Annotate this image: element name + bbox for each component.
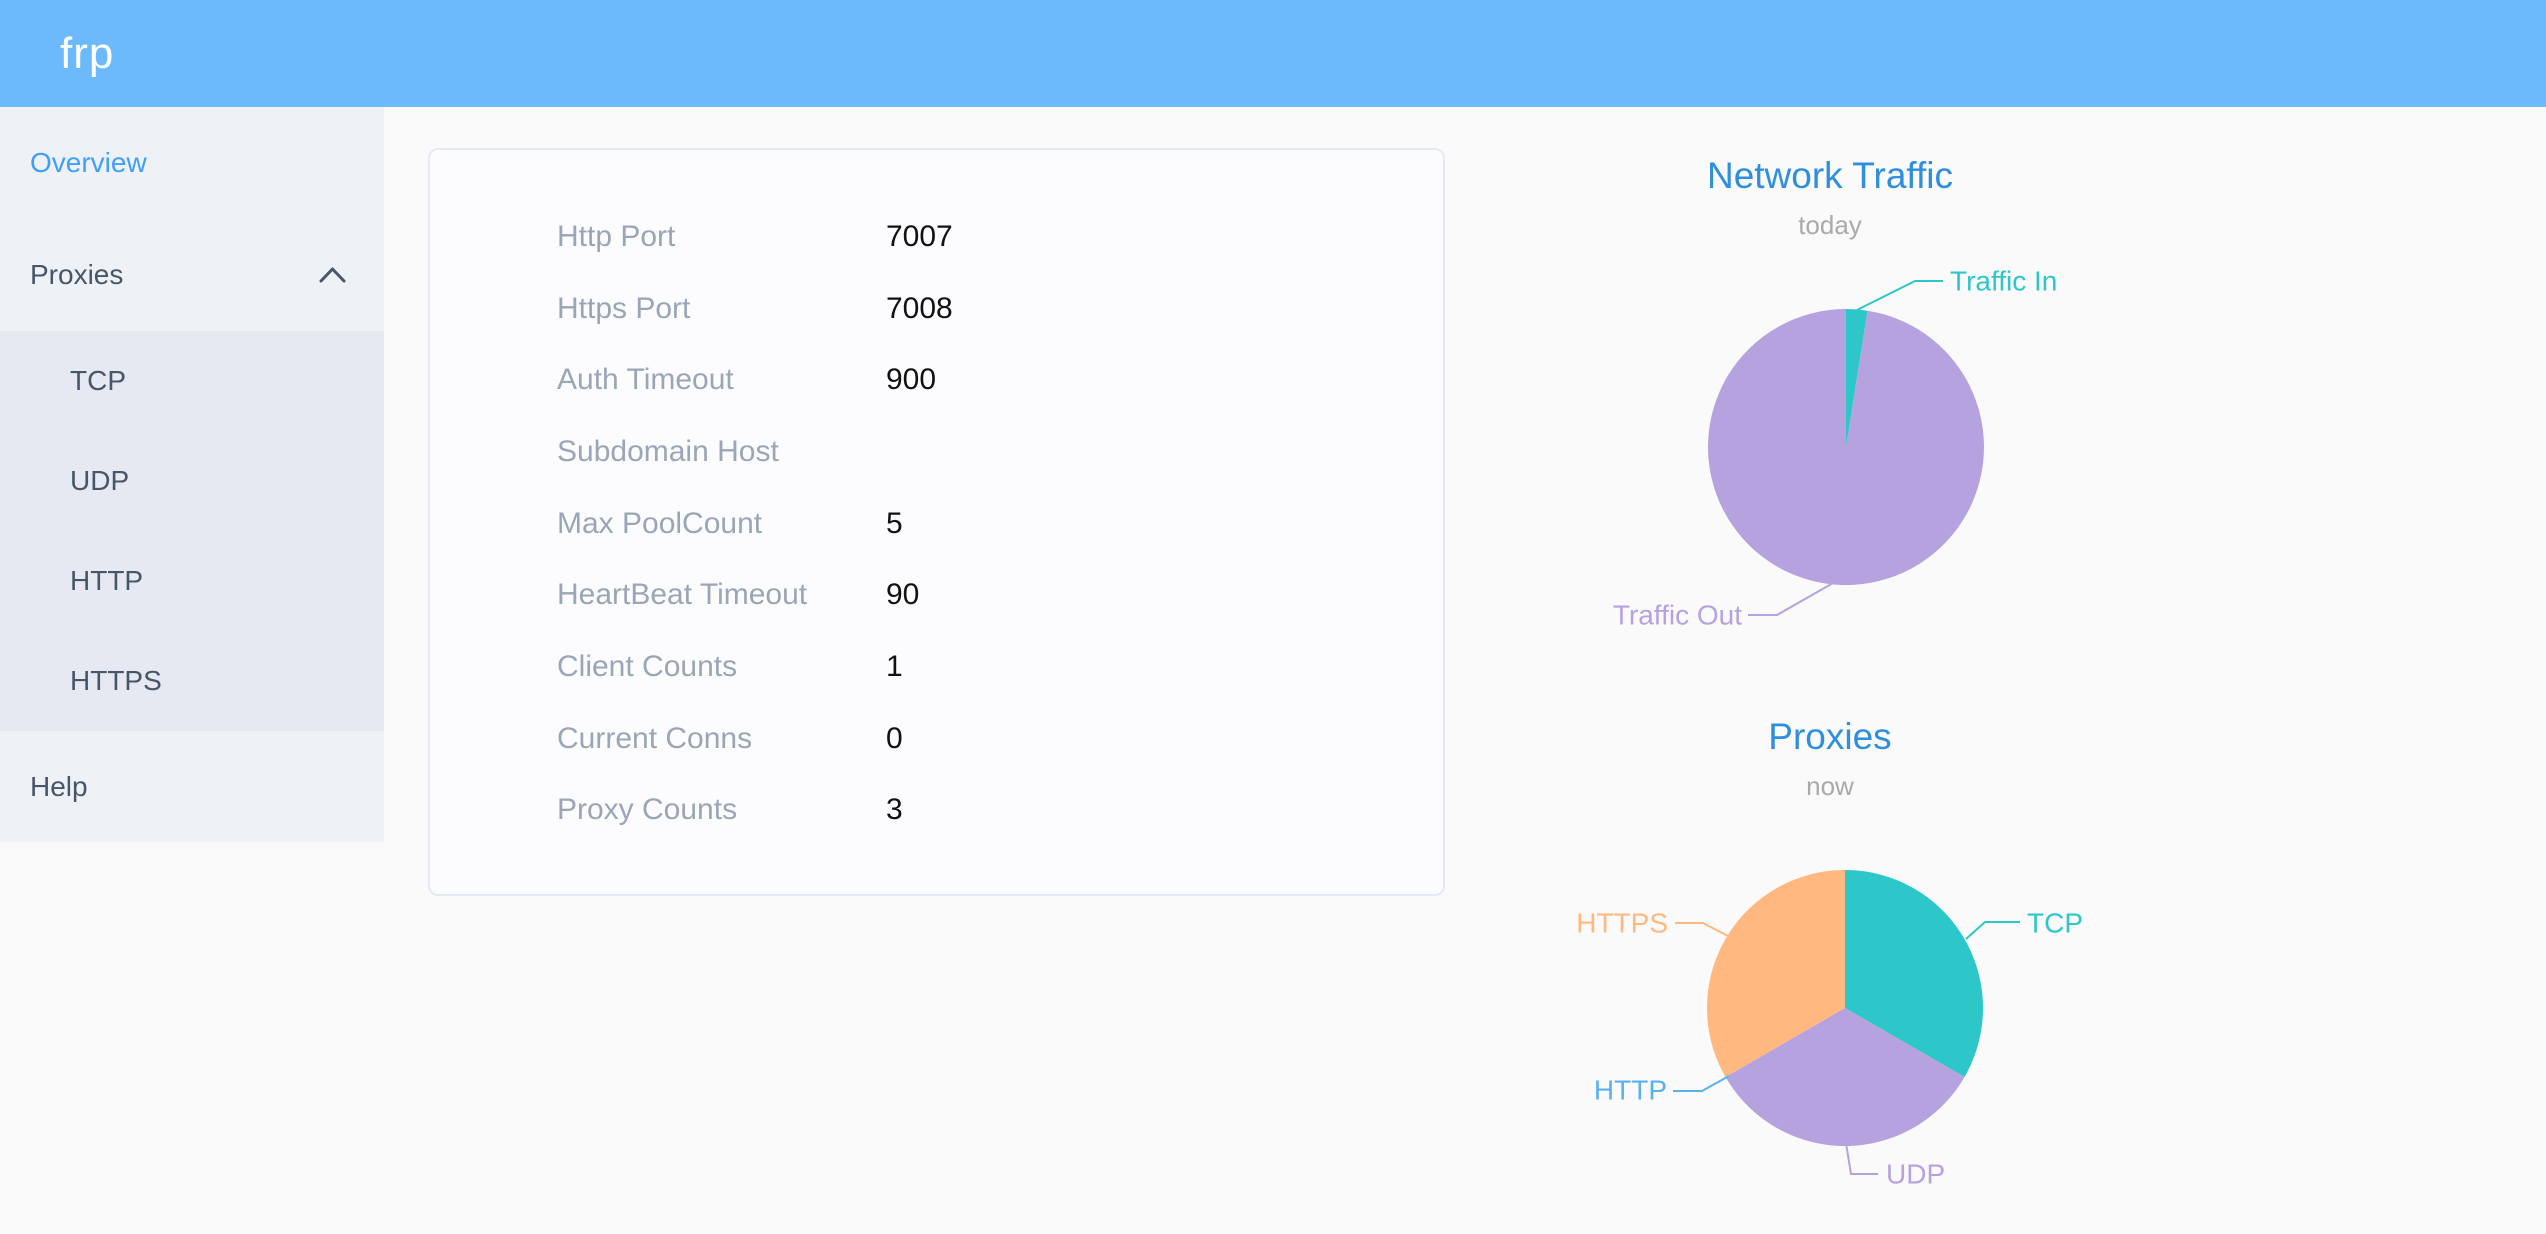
proxies-submenu: TCP UDP HTTP HTTPS [0,331,384,731]
pie-slices [1707,870,1983,1146]
pie-slice-traffic-in[interactable] [1846,309,1868,447]
info-label: Subdomain Host [557,434,779,468]
sidebar-item-proxies[interactable]: Proxies [0,219,384,331]
traffic-in-leader-line [1856,280,1943,311]
info-value: 5 [886,506,903,540]
info-row-heartbeat-timeout: HeartBeat Timeout 90 [430,559,1443,631]
info-label: Auth Timeout [557,363,734,397]
info-row-max-poolcount: Max PoolCount 5 [430,488,1443,560]
sidebar-item-tcp[interactable]: TCP [0,331,384,431]
info-row-current-conns: Current Conns 0 [430,703,1443,775]
chevron-up-icon [319,267,346,283]
info-row-http-port: Http Port 7007 [430,201,1443,273]
info-row-https-port: Https Port 7008 [430,273,1443,345]
tcp-leader-line [1965,921,2020,940]
proxies-pie-chart: TCP UDP HTTP HTTPS [1576,870,2083,1190]
pie-slice-https[interactable] [1707,870,1845,1077]
traffic-out-leader-line [1748,582,1834,616]
info-value: 3 [886,793,903,827]
info-label: HeartBeat Timeout [557,578,808,612]
udp-label: UDP [1886,1159,1945,1190]
sidebar-item-overview[interactable]: Overview [0,107,384,219]
sidebar-item-udp[interactable]: UDP [0,431,384,531]
proxies-chart-subtitle: now [1806,771,1854,801]
info-value: 1 [886,649,903,683]
pie-slice-udp[interactable] [1725,1008,1965,1146]
traffic-out-label: Traffic Out [1613,600,1742,631]
http-leader-line [1673,1075,1730,1092]
sidebar-item-help[interactable]: Help [0,731,384,842]
info-value: 90 [886,578,920,612]
pie-slices [1707,309,1984,585]
info-label: Http Port [557,219,676,253]
network-traffic-chart-subtitle: today [1798,210,1862,240]
info-label: Client Counts [557,649,738,683]
info-value: 7008 [886,291,953,325]
sidebar-item-proxies-label: Proxies [30,259,124,290]
proxies-chart-title: Proxies [1768,716,1892,757]
http-label: HTTP [1594,1075,1667,1106]
info-row-auth-timeout: Auth Timeout 900 [430,344,1443,416]
info-label: Current Conns [557,721,753,755]
sidebar: Overview Proxies TCP UDP HTTP HTTPS Help [0,107,384,842]
network-traffic-chart-title: Network Traffic [1706,155,1954,196]
pie-slice-tcp[interactable] [1845,870,1983,1077]
info-label: Proxy Counts [557,793,738,827]
info-label: Https Port [557,291,691,325]
https-leader-line [1675,922,1729,937]
app-logo: frp [60,29,115,78]
app-header: frp [0,0,2546,107]
https-label: HTTPS [1576,908,1668,939]
info-row-client-counts: Client Counts 1 [430,631,1443,703]
traffic-in-label: Traffic In [1950,266,2057,297]
info-value: 900 [886,363,937,397]
info-value: 7007 [886,219,953,253]
pie-slice-traffic-out[interactable] [1707,309,1984,585]
info-row-subdomain-host: Subdomain Host [430,416,1443,488]
info-label: Max PoolCount [557,506,763,540]
tcp-label: TCP [2027,908,2083,939]
sidebar-item-http[interactable]: HTTP [0,531,384,631]
info-row-proxy-counts: Proxy Counts 3 [430,775,1443,847]
server-info-card: Http Port 7007 Https Port 7008 Auth Time… [428,148,1445,896]
info-value: 0 [886,721,903,755]
udp-leader-line [1845,1142,1878,1175]
sidebar-item-https[interactable]: HTTPS [0,631,384,731]
network-traffic-pie-chart: Traffic In Traffic Out [1613,266,2058,631]
